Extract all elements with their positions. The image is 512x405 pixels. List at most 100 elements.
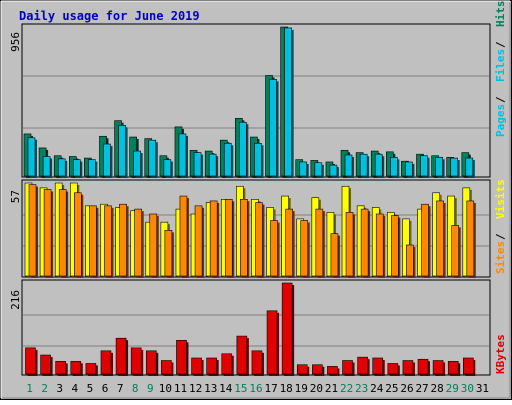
x-tick-label-8: 8 — [132, 382, 139, 395]
sites-bar-17 — [270, 220, 278, 277]
files-bar-26 — [405, 161, 413, 177]
sites-bar-24 — [375, 213, 384, 277]
kbytes-bar-5 — [85, 363, 97, 375]
sites-bar-7 — [119, 203, 127, 277]
sites-bar-9 — [149, 213, 158, 277]
files-bar-6 — [103, 143, 111, 177]
x-tick-label-4: 4 — [72, 382, 79, 395]
sites-bar-14 — [224, 199, 233, 277]
sites-bar-22 — [345, 212, 354, 277]
legend-separator-1-2: / — [494, 41, 507, 48]
kbytes-bar-3 — [55, 361, 66, 375]
kbytes-bar-25 — [387, 363, 399, 375]
kbytes-bar-28 — [432, 360, 444, 375]
files-bar-10 — [163, 159, 172, 177]
kbytes-bar-4 — [70, 361, 82, 375]
kbytes-bar-22 — [342, 360, 353, 375]
kbytes-bar-21 — [327, 366, 338, 375]
kbytes-bar-29 — [447, 361, 459, 375]
sites-bar-2 — [43, 189, 52, 277]
y-max-label-1: 956 — [9, 32, 22, 52]
x-tick-label-21: 21 — [325, 382, 338, 395]
kbytes-bar-2 — [40, 354, 51, 375]
kbytes-bar-1 — [25, 347, 36, 375]
files-bar-16 — [254, 142, 262, 177]
files-bar-19 — [299, 161, 308, 177]
x-tick-label-25: 25 — [385, 382, 398, 395]
x-tick-label-3: 3 — [56, 382, 63, 395]
sites-bar-12 — [194, 205, 203, 277]
files-bar-7 — [118, 125, 126, 177]
files-bar-25 — [390, 156, 398, 177]
x-tick-label-20: 20 — [310, 382, 323, 395]
sites-bar-28 — [436, 200, 444, 277]
files-bar-14 — [223, 142, 232, 177]
sites-bar-18 — [285, 208, 293, 277]
legend-separator-1-1: / — [494, 96, 507, 103]
kbytes-bar-27 — [417, 358, 429, 375]
legend-hits: Hits — [494, 1, 507, 28]
legend-kbytes: KBytes — [494, 334, 507, 374]
y-max-label-2: 57 — [9, 190, 22, 203]
kbytes-bar-9 — [145, 350, 157, 375]
x-tick-label-6: 6 — [102, 382, 109, 395]
x-tick-label-13: 13 — [204, 382, 217, 395]
kbytes-bar-20 — [312, 364, 323, 375]
kbytes-bar-10 — [161, 360, 172, 375]
kbytes-bar-24 — [372, 357, 384, 375]
files-bar-8 — [133, 150, 141, 177]
files-bar-12 — [193, 152, 202, 177]
sites-bar-13 — [209, 200, 218, 277]
sites-bar-29 — [451, 225, 460, 277]
kbytes-bar-8 — [130, 347, 142, 375]
x-tick-label-1: 1 — [26, 382, 33, 395]
kbytes-bar-12 — [191, 357, 202, 375]
x-tick-label-23: 23 — [355, 382, 368, 395]
kbytes-bar-11 — [176, 339, 187, 375]
files-bar-28 — [435, 156, 443, 177]
sites-bar-3 — [58, 189, 67, 277]
sites-bar-4 — [73, 192, 82, 277]
x-tick-label-22: 22 — [340, 382, 353, 395]
x-tick-label-29: 29 — [446, 382, 459, 395]
files-bar-30 — [465, 157, 474, 177]
y-max-label-3: 216 — [9, 290, 22, 310]
legend-files: Files — [494, 49, 507, 82]
files-bar-13 — [208, 153, 217, 177]
files-bar-15 — [239, 121, 247, 177]
files-bar-9 — [148, 139, 157, 177]
sites-bar-23 — [360, 208, 369, 277]
files-bar-23 — [359, 153, 368, 177]
x-tick-label-5: 5 — [87, 382, 94, 395]
files-bar-17 — [269, 79, 277, 177]
kbytes-bar-15 — [236, 335, 248, 375]
files-bar-21 — [329, 164, 338, 177]
x-tick-label-7: 7 — [117, 382, 124, 395]
kbytes-bar-7 — [115, 337, 127, 375]
chart-title: Daily usage for June 2019 — [19, 9, 200, 23]
files-bar-20 — [314, 162, 323, 177]
x-tick-label-2: 2 — [41, 382, 48, 395]
x-tick-label-27: 27 — [415, 382, 428, 395]
kbytes-bar-23 — [357, 356, 368, 375]
sites-bar-16 — [255, 202, 263, 277]
x-tick-label-19: 19 — [295, 382, 308, 395]
files-bar-3 — [57, 158, 66, 177]
sites-bar-30 — [466, 200, 475, 277]
sites-bar-1 — [28, 184, 37, 277]
x-tick-label-15: 15 — [234, 382, 247, 395]
x-tick-label-9: 9 — [147, 382, 154, 395]
files-bar-11 — [178, 133, 187, 177]
sites-bar-19 — [300, 220, 309, 277]
files-bar-29 — [450, 157, 459, 177]
sites-bar-27 — [421, 203, 429, 277]
files-bar-27 — [420, 155, 428, 177]
sites-bar-15 — [240, 199, 248, 277]
sites-bar-25 — [391, 215, 399, 277]
files-bar-1 — [27, 137, 36, 177]
kbytes-bar-13 — [206, 357, 217, 375]
legend-pages: Pages — [494, 104, 507, 137]
x-tick-label-17: 17 — [264, 382, 277, 395]
x-tick-label-24: 24 — [370, 382, 384, 395]
